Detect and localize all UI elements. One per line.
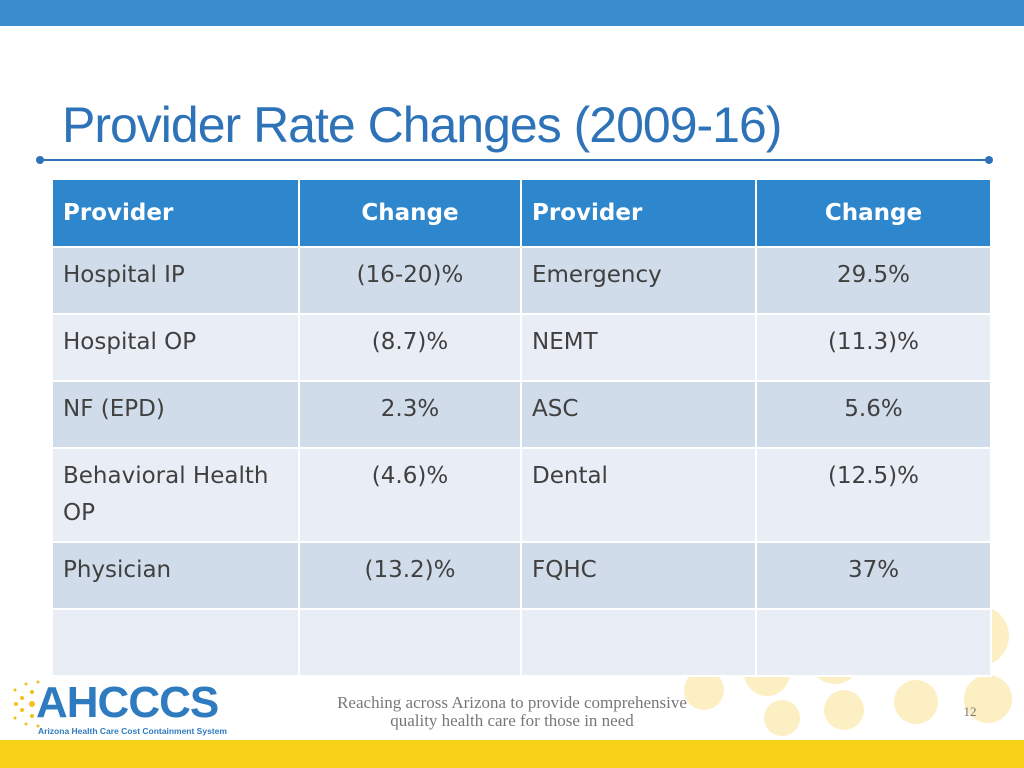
slide-title: Provider Rate Changes (2009-16) xyxy=(62,97,782,153)
change-cell: 37% xyxy=(755,541,992,610)
provider-cell xyxy=(520,608,757,677)
provider-rate-table: Provider Change Provider Change Hospital… xyxy=(51,178,992,677)
tagline-line: quality health care for those in need xyxy=(390,711,634,730)
provider-cell: Physician xyxy=(51,541,300,610)
table-row-empty xyxy=(51,608,992,677)
change-cell xyxy=(755,608,992,677)
logo-wordmark: AHCCCS xyxy=(36,678,219,727)
change-cell xyxy=(298,608,522,677)
title-underline xyxy=(40,159,990,161)
provider-cell: ASC xyxy=(520,380,757,449)
provider-cell: Emergency xyxy=(520,246,757,315)
provider-cell: Behavioral Health OP xyxy=(51,447,300,543)
header-change: Change xyxy=(298,178,522,248)
change-cell: (4.6)% xyxy=(298,447,522,543)
provider-cell: Hospital OP xyxy=(51,313,300,382)
table-row: Physician (13.2)% FQHC 37% xyxy=(51,541,992,610)
change-cell: (12.5)% xyxy=(755,447,992,543)
change-cell: (16-20)% xyxy=(298,246,522,315)
table-row: Hospital IP (16-20)% Emergency 29.5% xyxy=(51,246,992,315)
change-cell: (13.2)% xyxy=(298,541,522,610)
bottom-accent-bar xyxy=(0,740,1024,768)
change-cell: (8.7)% xyxy=(298,313,522,382)
header-change: Change xyxy=(755,178,992,248)
table-row: NF (EPD) 2.3% ASC 5.6% xyxy=(51,380,992,449)
provider-cell: Hospital IP xyxy=(51,246,300,315)
top-accent-bar xyxy=(0,0,1024,26)
provider-cell: NF (EPD) xyxy=(51,380,300,449)
table-row: Behavioral Health OP (4.6)% Dental (12.5… xyxy=(51,447,992,543)
header-provider: Provider xyxy=(51,178,300,248)
change-cell: 29.5% xyxy=(755,246,992,315)
underline-right-dot xyxy=(985,156,993,164)
logo-subtitle: Arizona Health Care Cost Containment Sys… xyxy=(38,726,227,736)
ahcccs-logo: AHCCCS Arizona Health Care Cost Containm… xyxy=(10,672,250,740)
footer-tagline: Reaching across Arizona to provide compr… xyxy=(300,694,724,730)
change-cell: 5.6% xyxy=(755,380,992,449)
provider-cell xyxy=(51,608,300,677)
header-provider: Provider xyxy=(520,178,757,248)
tagline-line: Reaching across Arizona to provide compr… xyxy=(337,693,687,712)
change-cell: 2.3% xyxy=(298,380,522,449)
sunburst-icon xyxy=(13,680,40,728)
provider-cell: NEMT xyxy=(520,313,757,382)
page-number: 12 xyxy=(963,704,977,719)
change-cell: (11.3)% xyxy=(755,313,992,382)
table-row: Hospital OP (8.7)% NEMT (11.3)% xyxy=(51,313,992,382)
table-header-row: Provider Change Provider Change xyxy=(51,178,992,248)
provider-cell: FQHC xyxy=(520,541,757,610)
provider-cell: Dental xyxy=(520,447,757,543)
underline-left-dot xyxy=(36,156,44,164)
